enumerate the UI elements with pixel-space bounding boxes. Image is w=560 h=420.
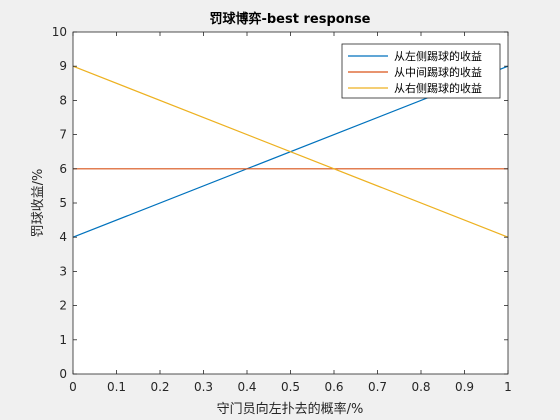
y-axis-label: 罚球收益/% bbox=[31, 169, 46, 238]
x-ticks: 0 0.1 0.2 0.3 0.4 0.5 0.6 0.7 0.8 0.9 1 bbox=[69, 32, 512, 394]
legend-label-3: 从右侧踢球的收益 bbox=[394, 81, 482, 95]
y-tick-label: 2 bbox=[59, 299, 67, 313]
x-tick-label: 0 bbox=[69, 380, 77, 394]
x-axis-label: 守门员向左扑去的概率/% bbox=[217, 401, 364, 417]
series-line-3 bbox=[72, 65, 509, 238]
x-tick-label: 0.2 bbox=[150, 380, 169, 394]
y-tick-label: 5 bbox=[59, 196, 67, 210]
x-tick-label: 0.1 bbox=[107, 380, 126, 394]
chart-title: 罚球博弈-best response bbox=[209, 11, 370, 27]
y-tick-label: 8 bbox=[59, 93, 67, 107]
legend-label-1: 从左侧踢球的收益 bbox=[394, 49, 482, 63]
y-ticks: 0 1 2 3 4 5 6 7 8 9 10 bbox=[52, 25, 508, 381]
y-tick-label: 9 bbox=[59, 59, 67, 73]
y-tick-label: 7 bbox=[59, 128, 67, 142]
y-tick-label: 1 bbox=[59, 333, 67, 347]
legend-box bbox=[341, 43, 501, 99]
y-tick-label: 0 bbox=[59, 367, 67, 381]
y-tick-label: 6 bbox=[59, 162, 67, 176]
y-tick-label: 10 bbox=[52, 25, 67, 39]
x-tick-label: 0.5 bbox=[281, 380, 300, 394]
y-tick-label: 4 bbox=[59, 230, 67, 244]
x-tick-label: 1 bbox=[504, 380, 512, 394]
x-tick-label: 0.3 bbox=[194, 380, 213, 394]
y-tick-label: 3 bbox=[59, 264, 67, 278]
x-tick-label: 0.8 bbox=[411, 380, 430, 394]
legend-label-2: 从中间踢球的收益 bbox=[394, 65, 482, 79]
x-tick-label: 0.4 bbox=[237, 380, 256, 394]
x-tick-label: 0.6 bbox=[324, 380, 343, 394]
x-tick-label: 0.9 bbox=[455, 380, 474, 394]
x-tick-label: 0.7 bbox=[368, 380, 387, 394]
